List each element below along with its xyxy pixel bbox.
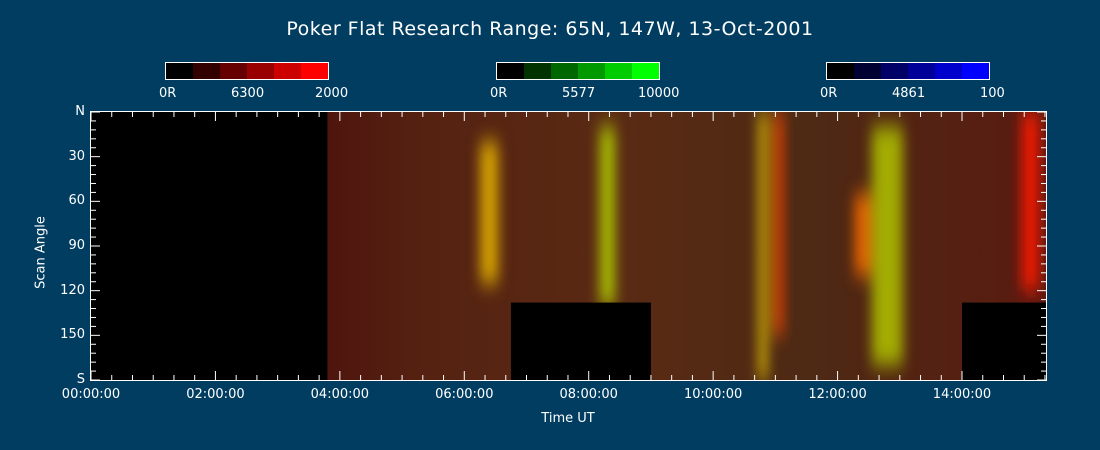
- colorbar-step: [220, 63, 247, 79]
- y-tick-label: 150: [60, 327, 85, 343]
- colorbar-step: [193, 63, 220, 79]
- colorbar-5577-name: 5577: [562, 86, 596, 101]
- colorbar-step: [632, 63, 659, 79]
- colorbar-5577: 0R 5577 10000: [490, 62, 686, 102]
- y-tick-label: N: [75, 104, 85, 119]
- y-tick-label: S: [76, 372, 85, 387]
- x-tick-label: 02:00:00: [186, 387, 245, 402]
- x-axis-label: Time UT: [541, 411, 595, 426]
- keogram-image: [91, 112, 1046, 380]
- no-data-region: [962, 302, 1046, 380]
- colorbar-step: [605, 63, 632, 79]
- y-axis-label: Scan Angle: [33, 216, 49, 289]
- colorbar-step: [827, 63, 854, 79]
- x-tick-label: 08:00:00: [559, 387, 618, 402]
- colorbar-4861-max-label: 100: [980, 86, 1005, 101]
- y-tick-label: 30: [68, 148, 85, 164]
- colorbar-5577-max-label: 10000: [638, 86, 680, 101]
- colorbar-step: [854, 63, 881, 79]
- colorbar-6300-name: 6300: [231, 86, 265, 101]
- colorbar-step: [497, 63, 524, 79]
- aurora-emission-band: [854, 193, 871, 276]
- colorbar-6300-gradient: [165, 62, 329, 80]
- colorbar-step: [524, 63, 551, 79]
- y-tick-label: 120: [60, 282, 85, 298]
- colorbar-4861: 0R 4861 100: [820, 62, 1016, 102]
- aurora-emission-band: [759, 112, 767, 380]
- aurora-emission-band: [479, 141, 499, 284]
- colorbar-step: [881, 63, 908, 79]
- keogram-plot-area: [91, 112, 1046, 380]
- y-tick-label: 60: [68, 193, 85, 209]
- aurora-emission-band: [1021, 112, 1040, 291]
- no-data-region: [510, 302, 651, 380]
- colorbar-6300-min-label: 0R: [159, 86, 177, 101]
- aurora-emission-band: [773, 112, 784, 336]
- colorbar-step: [908, 63, 935, 79]
- colorbar-4861-name: 4861: [892, 86, 926, 101]
- colorbar-4861-min-label: 0R: [820, 86, 838, 101]
- colorbar-step: [247, 63, 274, 79]
- colorbar-step: [962, 63, 989, 79]
- colorbar-6300-max-label: 2000: [315, 86, 349, 101]
- colorbar-4861-gradient: [826, 62, 990, 80]
- colorbar-step: [578, 63, 605, 79]
- aurora-emission-band: [599, 126, 616, 306]
- chart-title: Poker Flat Research Range: 65N, 147W, 13…: [286, 18, 814, 40]
- y-tick-label: 90: [68, 238, 85, 253]
- colorbar-step: [166, 63, 193, 79]
- x-tick-label: 04:00:00: [310, 387, 370, 402]
- colorbar-step: [551, 63, 578, 79]
- x-tick-label: 06:00:00: [435, 387, 494, 402]
- aurora-emission-band: [871, 126, 903, 366]
- x-tick-label: 12:00:00: [808, 387, 867, 402]
- x-tick-label: 14:00:00: [932, 387, 992, 402]
- colorbar-step: [935, 63, 962, 79]
- x-tick-label: 10:00:00: [683, 387, 743, 402]
- colorbar-5577-gradient: [496, 62, 660, 80]
- colorbar-5577-min-label: 0R: [490, 86, 508, 101]
- colorbar-step: [274, 63, 301, 79]
- colorbar-6300: 0R 6300 2000: [159, 62, 355, 102]
- no-data-region: [91, 112, 328, 380]
- x-tick-label: 00:00:00: [61, 387, 121, 402]
- colorbar-step: [301, 63, 328, 79]
